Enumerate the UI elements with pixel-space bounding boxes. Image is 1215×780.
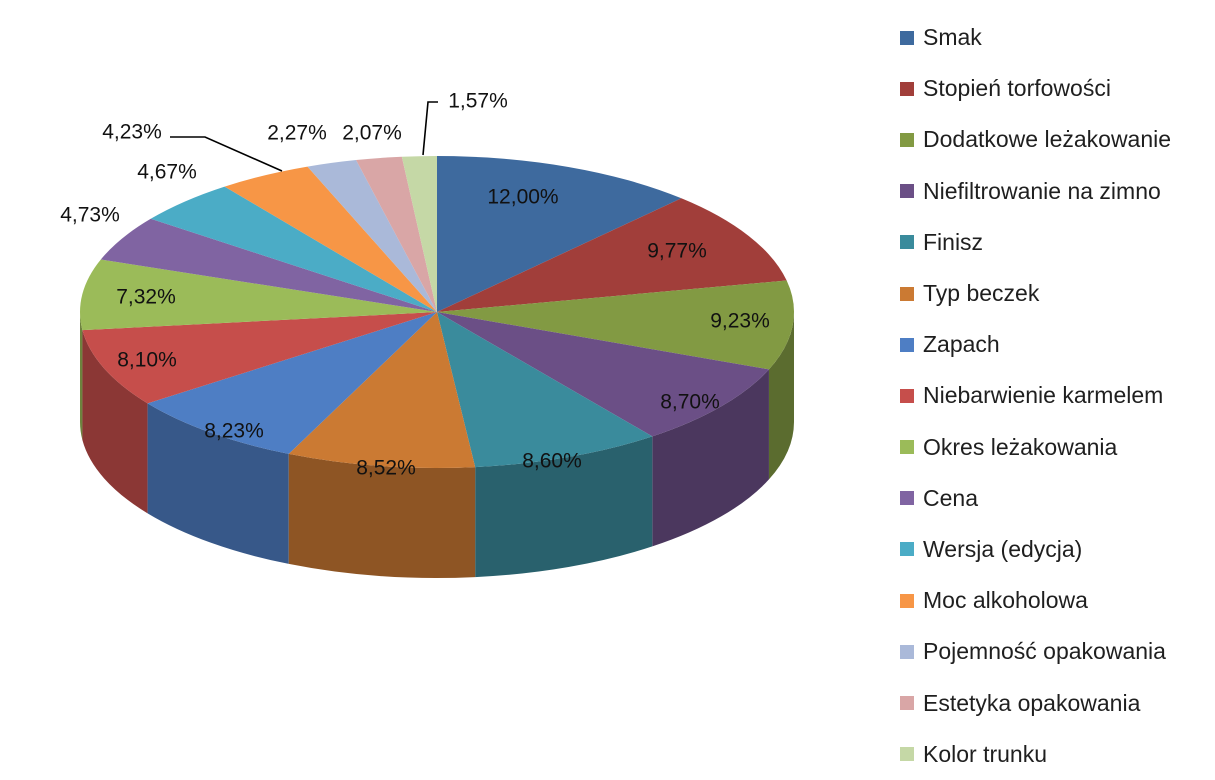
data-label-14: 1,57% [448, 90, 508, 113]
pie-slice-6 [147, 312, 438, 454]
leader-line-1 [422, 101, 438, 156]
legend-label: Wersja (edycja) [923, 535, 1083, 562]
legend-item: Kolor trunku [900, 729, 1171, 780]
legend-label: Typ beczek [923, 280, 1040, 307]
legend-label: Moc alkoholowa [923, 587, 1088, 614]
legend-swatch [900, 337, 914, 352]
data-label-9: 4,73% [60, 204, 120, 227]
legend-label: Niebarwienie karmelem [923, 382, 1164, 409]
pie-slice-4 [437, 312, 653, 468]
pie-slice-9 [100, 218, 437, 312]
legend-swatch [900, 747, 914, 762]
legend-item: Niebarwienie karmelem [900, 370, 1171, 421]
data-label-7: 8,10% [117, 349, 177, 372]
pie-slice-14 [401, 156, 437, 312]
pie-slice-10 [150, 186, 437, 312]
pie-side-7 [82, 330, 148, 514]
legend-item: Cena [900, 473, 1171, 524]
legend-swatch [900, 30, 914, 45]
legend-item: Niefiltrowanie na zimno [900, 166, 1171, 217]
pie-slice-13 [356, 156, 437, 312]
data-label-1: 9,77% [647, 240, 707, 263]
pie-side-6 [147, 403, 289, 564]
legend-item: Finisz [900, 217, 1171, 268]
legend-swatch [900, 132, 914, 147]
legend-item: Estetyka opakowania [900, 677, 1171, 728]
legend-swatch [900, 286, 914, 301]
legend-swatch [900, 593, 914, 608]
legend-label: Okres leżakowania [923, 433, 1118, 460]
legend-item: Typ beczek [900, 268, 1171, 319]
legend-item: Zapach [900, 319, 1171, 370]
legend-swatch [900, 491, 914, 506]
legend-label: Pojemność opakowania [923, 638, 1166, 665]
pie-slice-12 [307, 160, 437, 312]
leader-line-0 [170, 136, 283, 172]
data-label-0: 12,00% [487, 186, 558, 209]
legend-swatch [900, 542, 914, 557]
data-label-8: 7,32% [116, 286, 176, 309]
legend-swatch [900, 235, 914, 250]
data-label-12: 2,27% [267, 122, 327, 145]
legend-swatch [900, 696, 914, 711]
pie-side-5 [288, 453, 476, 578]
data-label-6: 8,23% [204, 420, 264, 443]
legend-item: Stopień torfowości [900, 63, 1171, 114]
pie-slice-0 [437, 156, 682, 312]
legend-label: Kolor trunku [923, 740, 1048, 767]
pie-slice-7 [82, 312, 437, 404]
data-label-3: 8,70% [660, 391, 720, 414]
legend-label: Finisz [923, 228, 984, 255]
legend-item: Smak [900, 12, 1171, 63]
legend-item: Okres leżakowania [900, 422, 1171, 473]
legend-label: Niefiltrowanie na zimno [923, 177, 1161, 204]
legend-swatch [900, 644, 914, 659]
legend-label: Stopień torfowości [923, 75, 1111, 102]
data-label-11: 4,23% [102, 121, 162, 144]
pie-slice-11 [224, 166, 437, 312]
legend-item: Dodatkowe leżakowanie [900, 114, 1171, 165]
legend-label: Zapach [923, 331, 1000, 358]
pie-side-4 [475, 436, 653, 578]
pie-side-3 [652, 369, 769, 547]
legend-label: Smak [923, 24, 982, 51]
pie-slice-2 [437, 280, 794, 370]
data-label-13: 2,07% [342, 122, 402, 145]
pie-slice-3 [437, 312, 769, 437]
legend-swatch [900, 440, 914, 455]
legend-label: Estetyka opakowania [923, 689, 1141, 716]
pie-side-2 [768, 312, 794, 480]
pie-slice-8 [79, 259, 437, 331]
legend-swatch [900, 388, 914, 403]
legend-label: Dodatkowe leżakowanie [923, 126, 1172, 153]
data-label-4: 8,60% [522, 450, 582, 473]
legend-item: Wersja (edycja) [900, 524, 1171, 575]
pie-slice-1 [437, 198, 787, 312]
legend-label: Cena [923, 484, 978, 511]
data-label-2: 9,23% [710, 310, 770, 333]
legend-item: Moc alkoholowa [900, 575, 1171, 626]
chart-legend: Smak Stopień torfowości Dodatkowe leżakowa… [900, 12, 1171, 780]
legend-swatch [900, 184, 914, 199]
pie-slice-5 [288, 312, 476, 468]
legend-swatch [900, 81, 914, 96]
data-label-10: 4,67% [137, 161, 197, 184]
pie-side-8 [80, 312, 83, 441]
legend-item: Pojemność opakowania [900, 626, 1171, 677]
data-label-5: 8,52% [356, 457, 416, 480]
